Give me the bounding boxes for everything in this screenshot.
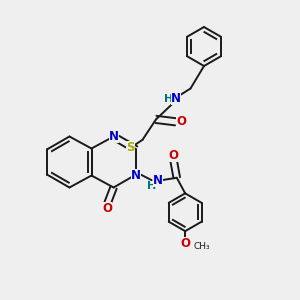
Text: H: H xyxy=(147,181,156,190)
Text: O: O xyxy=(102,202,112,215)
Text: N: N xyxy=(131,169,141,182)
Text: N: N xyxy=(153,174,163,187)
Text: H: H xyxy=(164,94,173,104)
Text: N: N xyxy=(171,92,181,105)
Text: O: O xyxy=(169,149,179,162)
Text: CH₃: CH₃ xyxy=(194,242,210,251)
Text: S: S xyxy=(126,141,135,154)
Text: O: O xyxy=(176,115,186,128)
Text: O: O xyxy=(180,237,190,250)
Text: N: N xyxy=(109,130,119,143)
